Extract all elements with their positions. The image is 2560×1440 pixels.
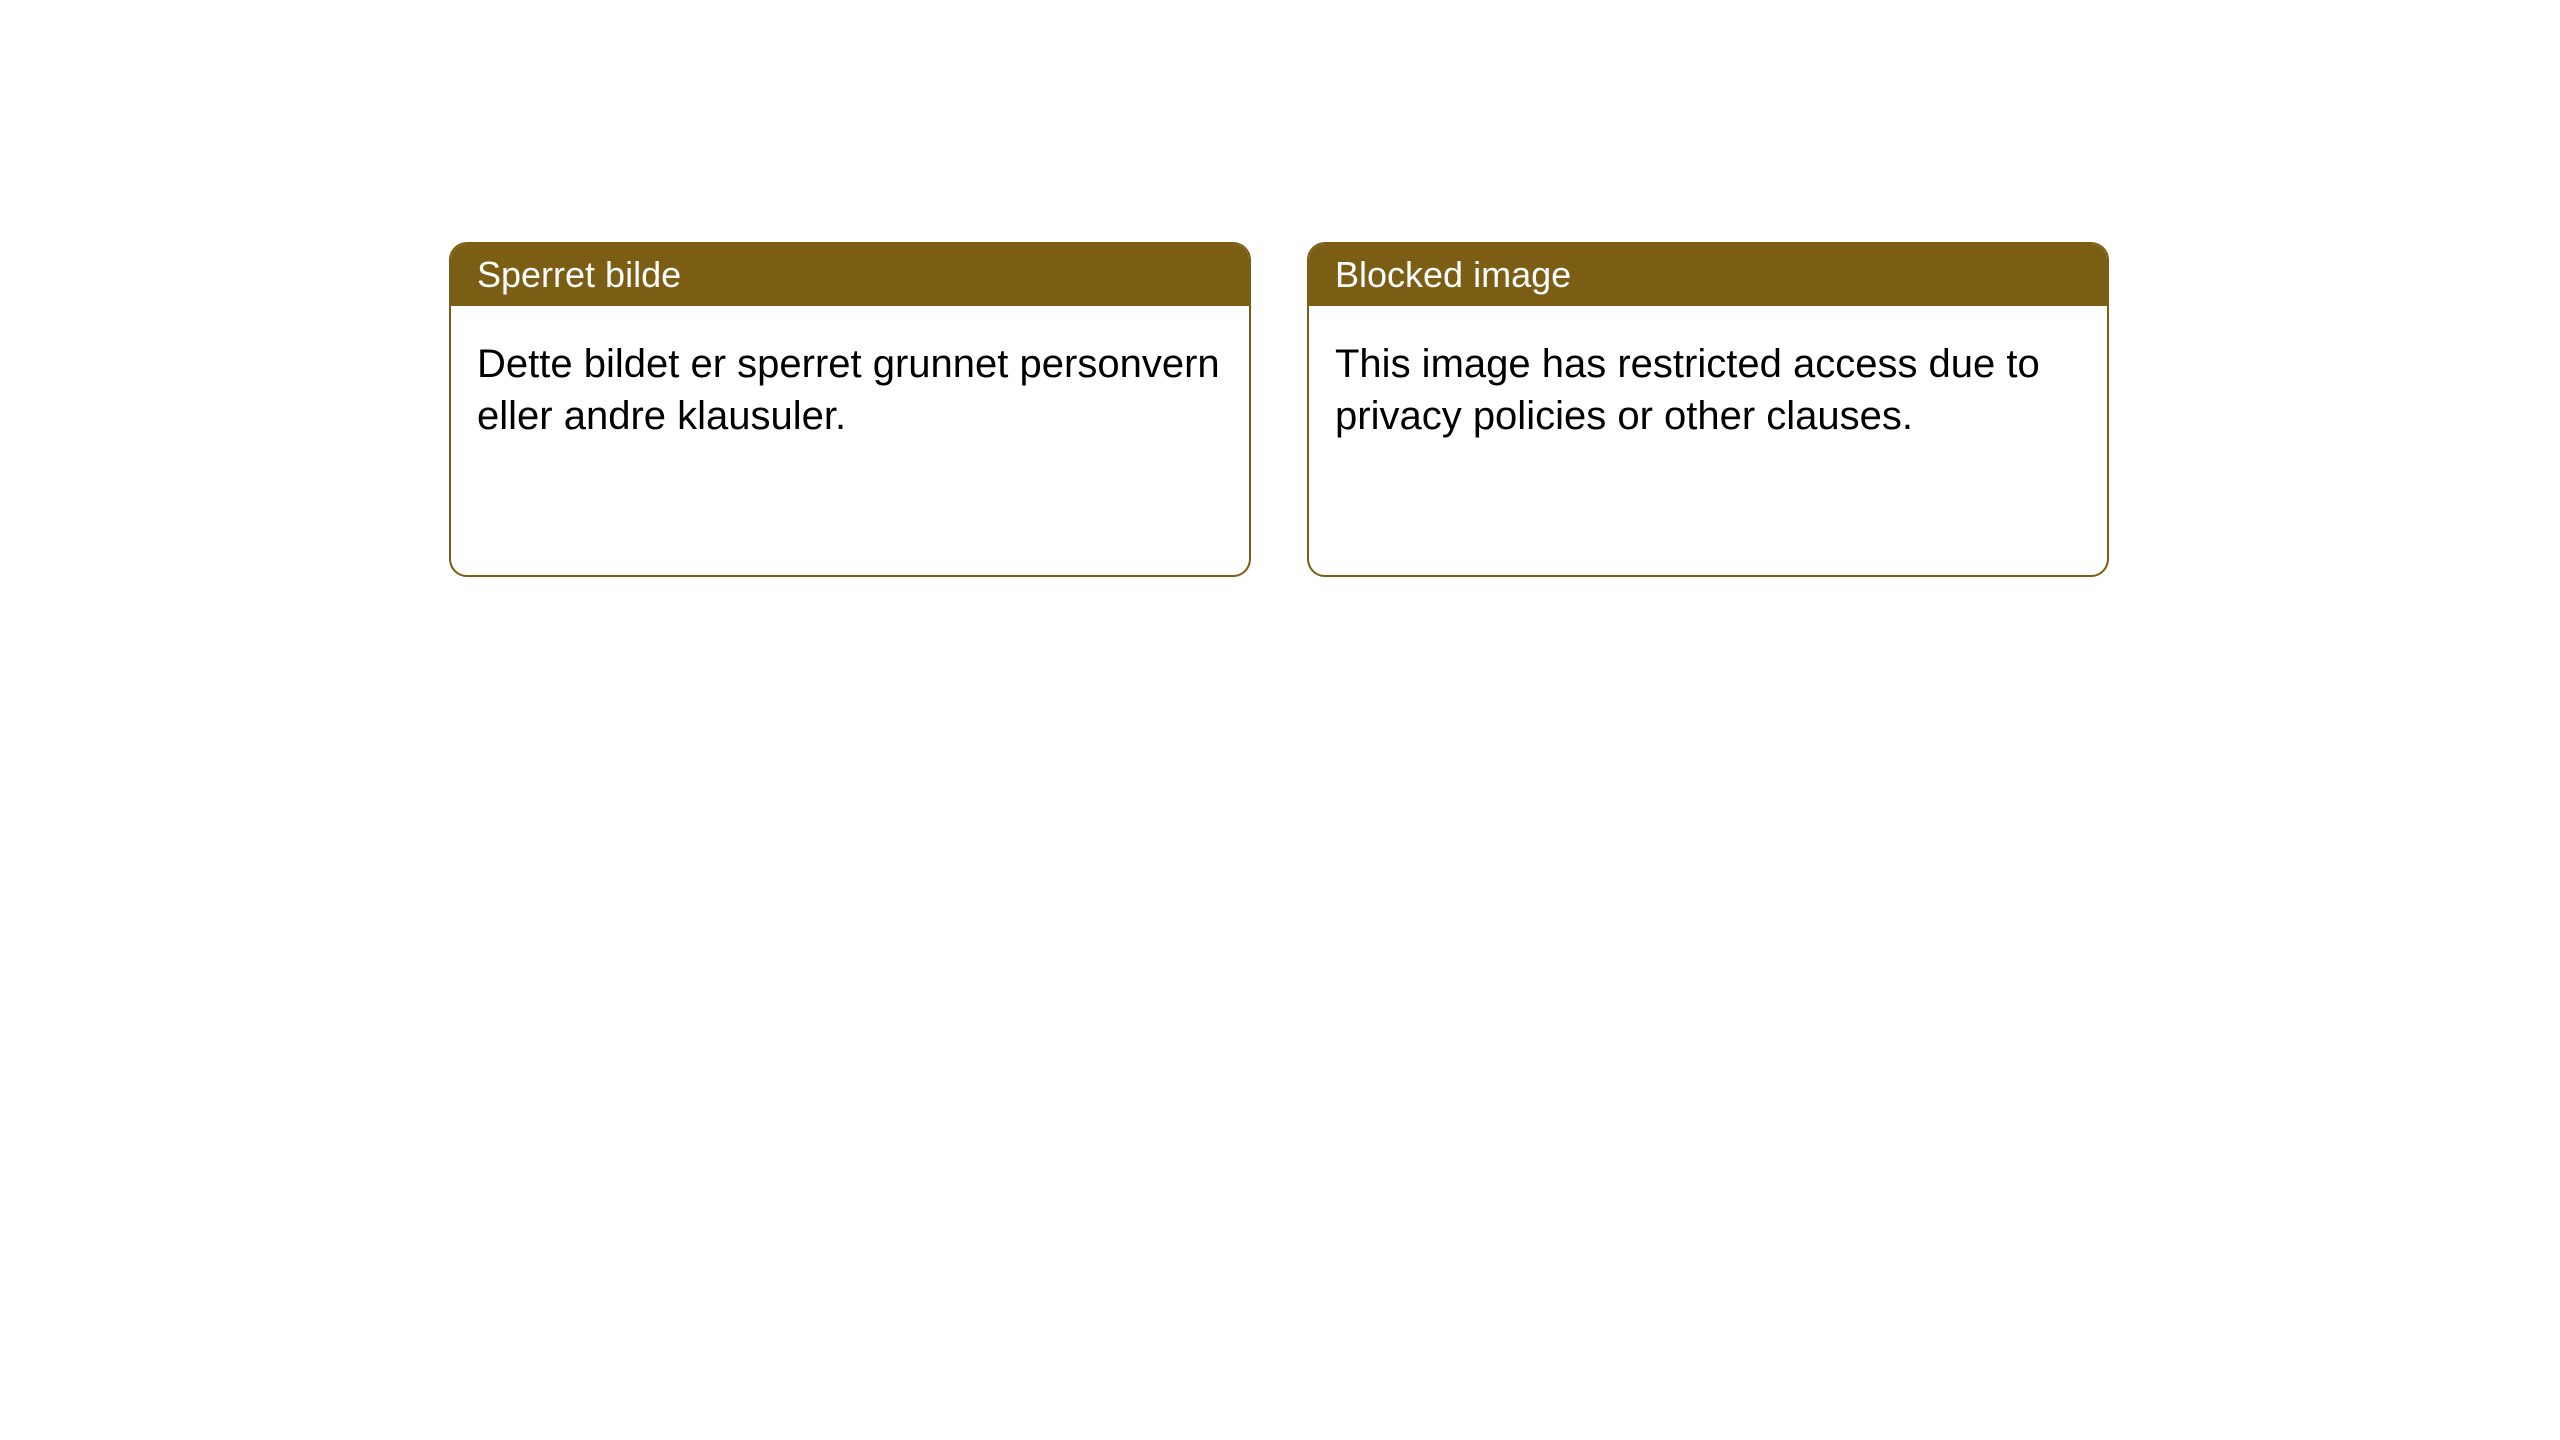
- blocked-image-card-no: Sperret bilde Dette bildet er sperret gr…: [449, 242, 1251, 577]
- card-title: Blocked image: [1309, 244, 2107, 306]
- blocked-image-card-en: Blocked image This image has restricted …: [1307, 242, 2109, 577]
- notice-container: Sperret bilde Dette bildet er sperret gr…: [0, 0, 2560, 577]
- card-body: This image has restricted access due to …: [1309, 306, 2107, 474]
- card-title: Sperret bilde: [451, 244, 1249, 306]
- card-body: Dette bildet er sperret grunnet personve…: [451, 306, 1249, 474]
